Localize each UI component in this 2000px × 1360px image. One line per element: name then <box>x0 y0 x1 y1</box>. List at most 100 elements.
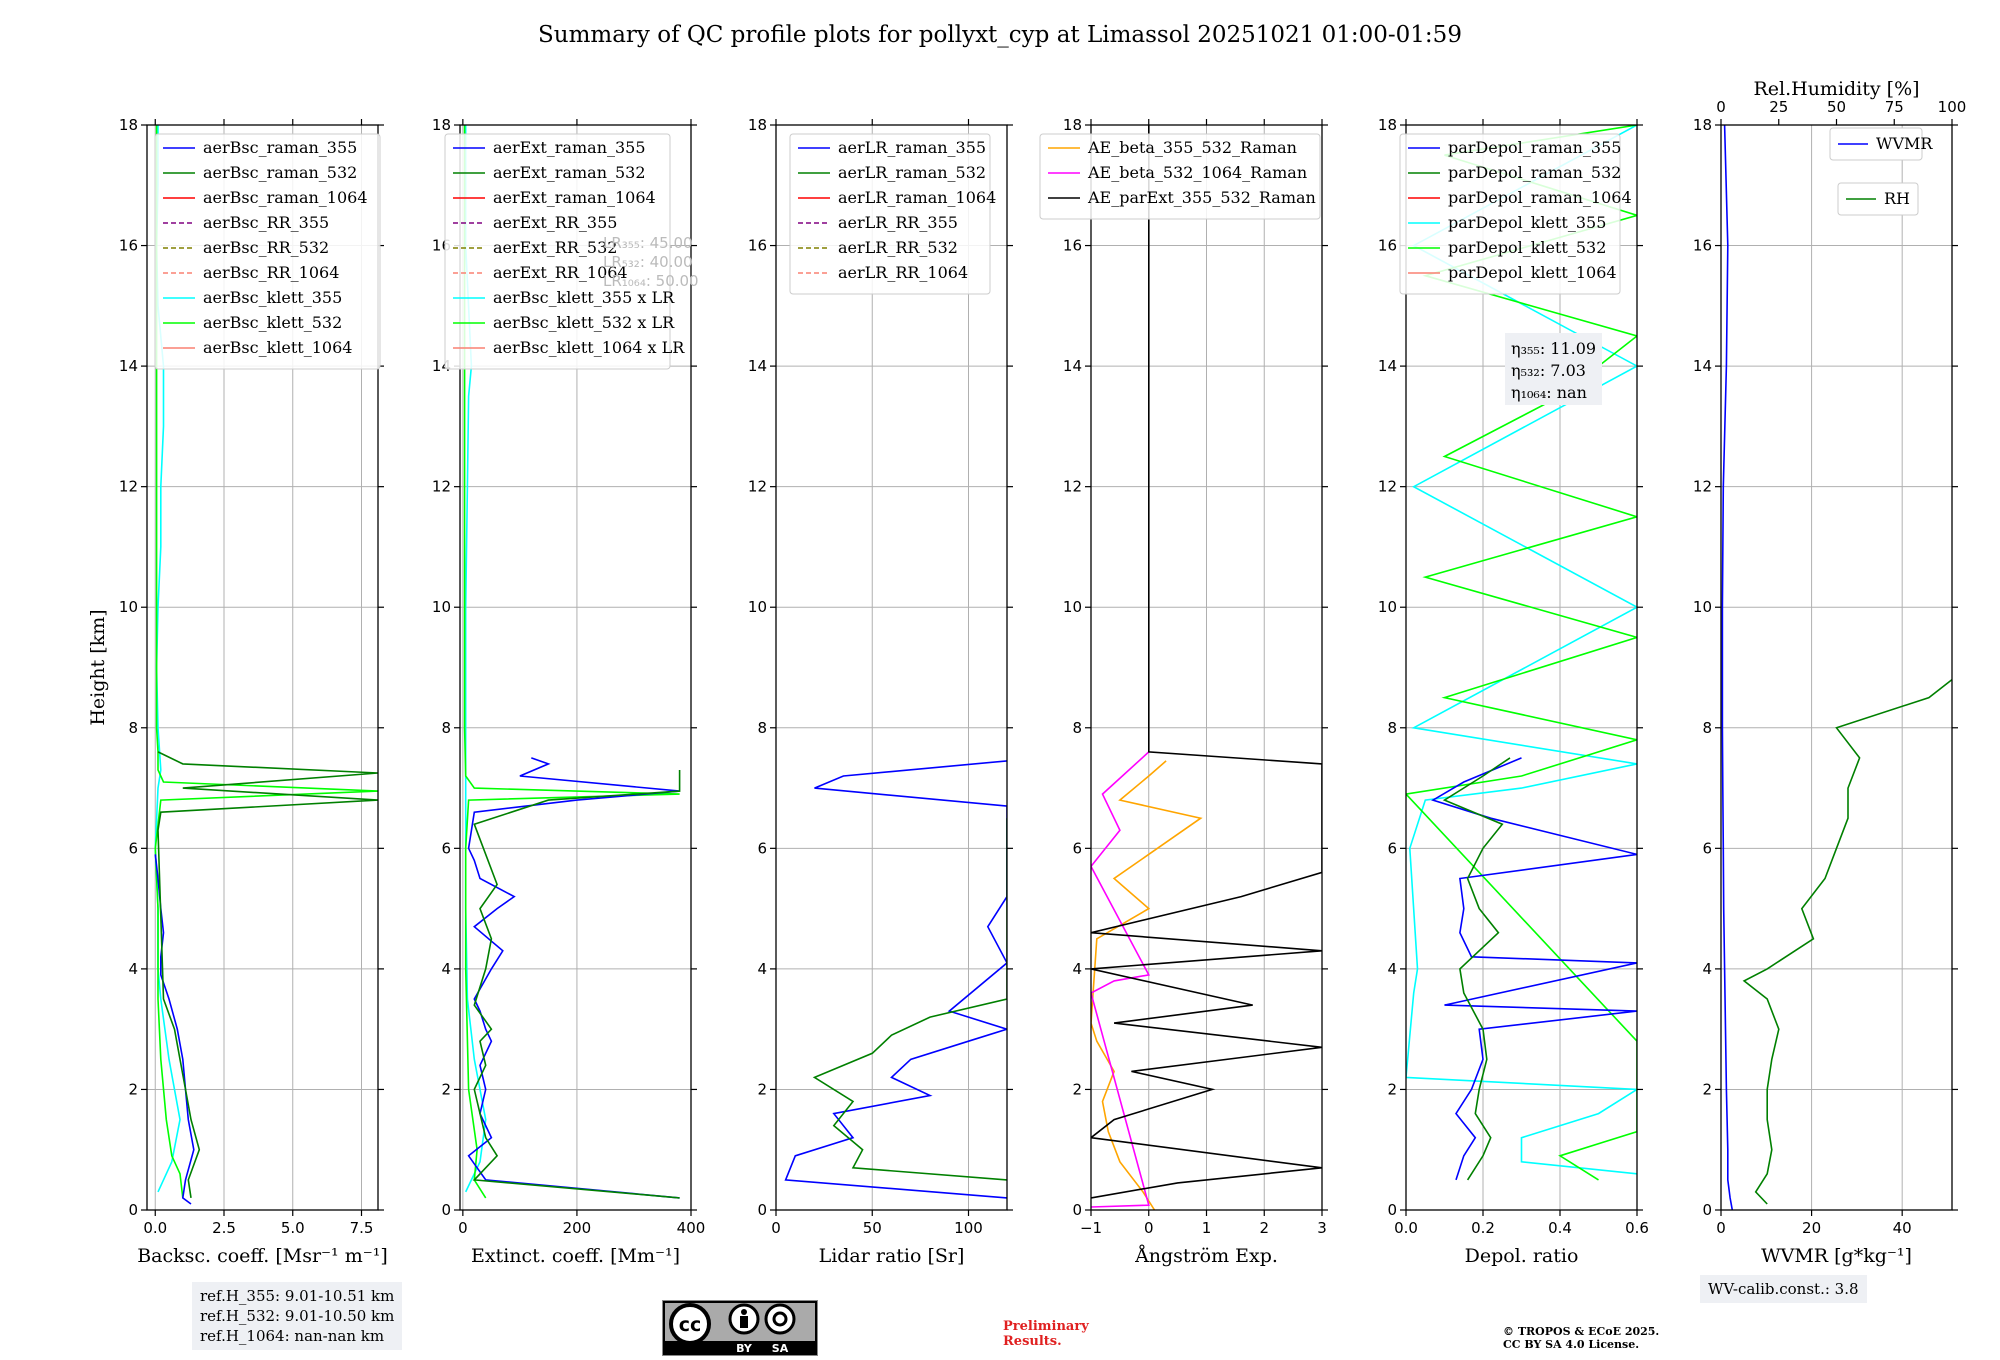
top-x-tick-label: 0 <box>1716 98 1726 116</box>
legend-entry: aerExt_RR_1064 <box>493 263 628 282</box>
y-tick-label: 6 <box>1702 839 1712 857</box>
y-tick-label: 16 <box>1378 237 1397 255</box>
y-tick-label: 2 <box>1072 1080 1082 1098</box>
y-tick-label: 12 <box>119 478 138 496</box>
cc-text: cc <box>679 1314 702 1336</box>
y-tick-label: 2 <box>757 1080 767 1098</box>
y-tick-label: 0 <box>1702 1201 1712 1219</box>
by-label: BY <box>736 1342 753 1355</box>
y-tick-label: 18 <box>1063 116 1082 134</box>
top-x-tick-label: 50 <box>1827 98 1846 116</box>
series-AE_parExt_355_532_Raman <box>1091 125 1322 1199</box>
x-tick-label: 0 <box>1716 1219 1726 1237</box>
eta-box <box>1505 333 1602 405</box>
legend-entry: aerLR_RR_1064 <box>838 263 968 282</box>
legend-entry: aerLR_raman_532 <box>838 163 986 182</box>
page-title: Summary of QC profile plots for pollyxt_… <box>538 22 1462 48</box>
legend-entry: aerBsc_RR_355 <box>203 213 329 232</box>
legend-entry: aerLR_RR_532 <box>838 238 958 257</box>
x-tick-label: 0 <box>771 1219 781 1237</box>
y-tick-label: 12 <box>748 478 767 496</box>
lr-note: LR₅₃₂: 40.00 <box>603 253 693 271</box>
y-tick-label: 18 <box>1693 116 1712 134</box>
sa-share-icon <box>764 1303 796 1335</box>
refh-1064: ref.H_1064: nan-nan km <box>200 1327 385 1345</box>
x-tick-label: 0 <box>1144 1219 1154 1237</box>
legend-box <box>154 133 381 370</box>
x-axis-label: Depol. ratio <box>1465 1245 1579 1267</box>
y-tick-label: 10 <box>1378 598 1397 616</box>
y-tick-label: 18 <box>748 116 767 134</box>
x-tick-label: 40 <box>1893 1219 1912 1237</box>
y-tick-label: 18 <box>1378 116 1397 134</box>
legend-entry: AE_parExt_355_532_Raman <box>1087 188 1316 207</box>
legend-entry: aerBsc_klett_532 <box>203 313 342 332</box>
y-tick-label: 4 <box>1387 960 1397 978</box>
wv-calib-box: WV-calib.const.: 3.8 <box>1700 1275 1867 1303</box>
top-x-tick-label: 100 <box>1938 98 1967 116</box>
x-tick-label: 3 <box>1317 1219 1327 1237</box>
series-RH <box>1742 678 1952 1205</box>
series-parDepol_klett_355 <box>1406 125 1637 1175</box>
series-aerExt_raman_355 <box>467 757 680 1199</box>
legend-entry: aerBsc_raman_532 <box>203 163 357 182</box>
y-tick-label: 2 <box>441 1080 451 1098</box>
legend-box <box>1837 182 1919 216</box>
y-tick-label: 16 <box>1063 237 1082 255</box>
legend-entry: aerBsc_klett_355 x LR <box>493 288 675 307</box>
y-tick-label: 18 <box>432 116 451 134</box>
legend-entry: aerBsc_klett_1064 <box>203 338 352 357</box>
legend-entry: aerBsc_klett_1064 x LR <box>493 338 685 357</box>
x-tick-label: −1 <box>1080 1219 1102 1237</box>
y-tick-label: 0 <box>128 1201 138 1219</box>
top-x-tick-label: 25 <box>1769 98 1788 116</box>
eta-note: η₃₅₅: 11.09 <box>1511 339 1596 358</box>
legend-entry: parDepol_raman_532 <box>1448 163 1621 182</box>
y-tick-label: 10 <box>748 598 767 616</box>
y-tick-label: 8 <box>1387 719 1397 737</box>
legend-box <box>1829 127 1923 161</box>
legend-entry: parDepol_raman_1064 <box>1448 188 1632 207</box>
y-tick-label: 6 <box>1072 839 1082 857</box>
legend-box <box>444 133 671 370</box>
y-tick-label: 4 <box>128 960 138 978</box>
panel-backscatter: 0 2 4 6 8 10 12 14 16 18 0.0 2.5 5.0 7.5 Backsc. coeff… <box>119 116 388 1267</box>
legend-entry: parDepol_klett_355 <box>1448 213 1606 232</box>
y-tick-label: 14 <box>1378 357 1397 375</box>
axes-frame <box>1720 124 1953 1211</box>
y-tick-label: 0 <box>1387 1201 1397 1219</box>
axes-frame <box>1405 124 1638 1211</box>
y-tick-label: 16 <box>748 237 767 255</box>
series-aerExt_raman_532 <box>472 770 681 1199</box>
y-tick-label: 2 <box>1387 1080 1397 1098</box>
eta-note: η₁₀₆₄: nan <box>1511 383 1587 402</box>
x-tick-label: 2.5 <box>212 1219 236 1237</box>
eta-note: η₅₃₂: 7.03 <box>1511 361 1586 380</box>
series-aerLR_raman_355 <box>784 760 1007 1199</box>
x-axis-label: WVMR [g*kg⁻¹] <box>1761 1245 1912 1267</box>
y-tick-label: 8 <box>1072 719 1082 737</box>
y-tick-label: 8 <box>1702 719 1712 737</box>
legend-entry: aerBsc_RR_532 <box>203 238 329 257</box>
legend-entry: aerExt_RR_532 <box>493 238 617 257</box>
axes-frame <box>459 124 692 1211</box>
y-tick-label: 6 <box>128 839 138 857</box>
x-tick-label: 5.0 <box>281 1219 305 1237</box>
y-tick-label: 4 <box>1072 960 1082 978</box>
x-tick-label: 20 <box>1802 1219 1821 1237</box>
copyright-note: © TROPOS & ECoE 2025. CC BY SA 4.0 Licen… <box>1503 1325 1659 1351</box>
legend-entry: aerExt_RR_355 <box>493 213 617 232</box>
y-tick-label: 0 <box>1072 1201 1082 1219</box>
series-parDepol_raman_532 <box>1442 757 1511 1181</box>
y-tick-label: 12 <box>432 478 451 496</box>
preliminary-note: Preliminary Results. <box>1003 1319 1089 1349</box>
legend-entry: aerExt_raman_532 <box>493 163 646 182</box>
y-tick-label: 0 <box>441 1201 451 1219</box>
y-tick-label: 14 <box>1063 357 1082 375</box>
x-tick-label: 0.4 <box>1548 1219 1572 1237</box>
preliminary-line1: Preliminary <box>1003 1319 1089 1334</box>
y-tick-label: 8 <box>757 719 767 737</box>
x-tick-label: 0.2 <box>1471 1219 1495 1237</box>
